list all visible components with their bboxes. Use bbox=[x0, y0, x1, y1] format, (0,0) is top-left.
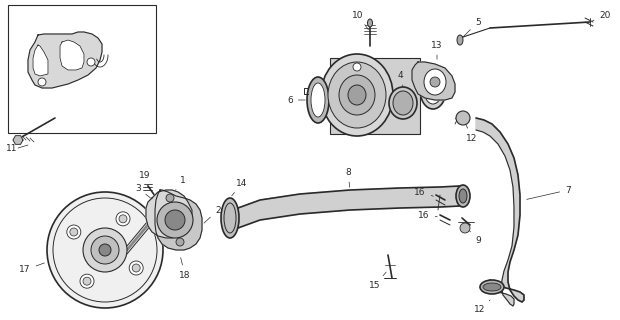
Circle shape bbox=[99, 244, 111, 256]
Text: 16: 16 bbox=[418, 211, 437, 220]
Circle shape bbox=[70, 228, 78, 236]
Circle shape bbox=[430, 77, 440, 87]
Text: 18: 18 bbox=[179, 258, 191, 279]
Ellipse shape bbox=[480, 280, 504, 294]
Ellipse shape bbox=[424, 76, 442, 104]
Circle shape bbox=[116, 212, 130, 226]
Text: 11: 11 bbox=[6, 143, 18, 153]
Polygon shape bbox=[476, 118, 524, 306]
Text: 10: 10 bbox=[352, 11, 368, 30]
Polygon shape bbox=[33, 45, 48, 76]
Circle shape bbox=[83, 277, 91, 285]
Circle shape bbox=[129, 261, 143, 275]
Text: 20: 20 bbox=[593, 11, 611, 21]
Circle shape bbox=[460, 223, 470, 233]
Ellipse shape bbox=[328, 62, 386, 128]
Circle shape bbox=[157, 202, 193, 238]
Text: 7: 7 bbox=[527, 186, 571, 199]
Text: 5: 5 bbox=[462, 18, 481, 38]
Circle shape bbox=[119, 215, 127, 223]
Circle shape bbox=[166, 194, 174, 202]
Polygon shape bbox=[60, 40, 84, 70]
Circle shape bbox=[87, 58, 95, 66]
Polygon shape bbox=[238, 186, 460, 228]
Text: 14: 14 bbox=[232, 179, 247, 196]
Circle shape bbox=[353, 63, 361, 71]
Text: 8: 8 bbox=[345, 167, 351, 187]
Text: 16: 16 bbox=[414, 188, 433, 196]
Circle shape bbox=[176, 238, 184, 246]
Text: 4: 4 bbox=[397, 70, 405, 95]
Polygon shape bbox=[412, 62, 455, 100]
Text: 2: 2 bbox=[204, 205, 221, 223]
Ellipse shape bbox=[393, 91, 413, 115]
Circle shape bbox=[47, 192, 163, 308]
Text: 6: 6 bbox=[287, 95, 305, 105]
Circle shape bbox=[83, 228, 127, 272]
Circle shape bbox=[132, 264, 140, 272]
Polygon shape bbox=[28, 32, 102, 88]
Circle shape bbox=[165, 210, 185, 230]
Ellipse shape bbox=[311, 83, 325, 117]
Polygon shape bbox=[146, 190, 192, 238]
Text: 1: 1 bbox=[174, 175, 186, 193]
Bar bbox=[8, 5, 156, 133]
Ellipse shape bbox=[339, 75, 375, 115]
Bar bbox=[330, 58, 420, 134]
Text: 17: 17 bbox=[19, 263, 45, 275]
Text: 19: 19 bbox=[140, 171, 151, 186]
Circle shape bbox=[91, 236, 119, 264]
Polygon shape bbox=[155, 190, 202, 250]
Ellipse shape bbox=[389, 87, 417, 119]
Ellipse shape bbox=[459, 189, 467, 203]
Ellipse shape bbox=[457, 35, 463, 45]
Ellipse shape bbox=[348, 85, 366, 105]
Ellipse shape bbox=[221, 198, 239, 238]
Ellipse shape bbox=[420, 71, 446, 109]
Ellipse shape bbox=[456, 185, 470, 207]
Ellipse shape bbox=[424, 69, 446, 95]
Circle shape bbox=[80, 274, 94, 288]
Ellipse shape bbox=[368, 19, 373, 27]
Text: 13: 13 bbox=[432, 41, 443, 59]
Ellipse shape bbox=[483, 283, 501, 291]
Circle shape bbox=[67, 225, 81, 239]
Polygon shape bbox=[13, 136, 23, 144]
Text: 12: 12 bbox=[464, 121, 477, 142]
Ellipse shape bbox=[321, 54, 393, 136]
Circle shape bbox=[456, 111, 470, 125]
Ellipse shape bbox=[307, 77, 329, 123]
Text: 9: 9 bbox=[469, 230, 481, 244]
Text: 3: 3 bbox=[135, 183, 151, 198]
Circle shape bbox=[38, 78, 46, 86]
Text: 12: 12 bbox=[474, 300, 490, 315]
Text: 15: 15 bbox=[370, 272, 386, 290]
